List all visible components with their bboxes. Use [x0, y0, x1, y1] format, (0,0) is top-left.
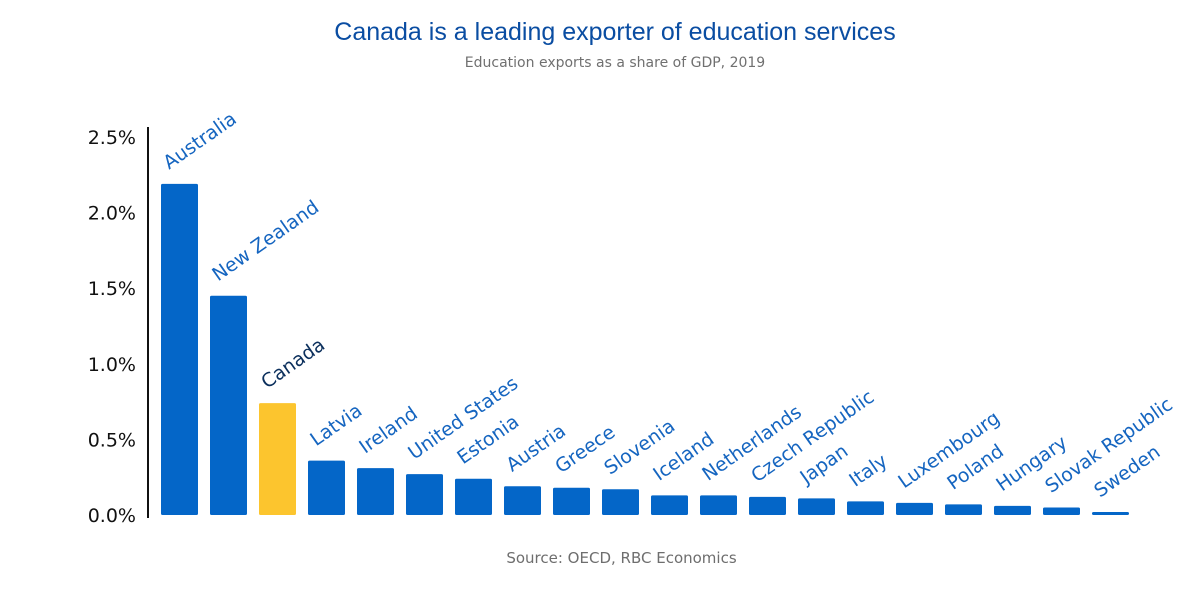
- bar-greece: [553, 487, 590, 515]
- bar-luxembourg: [896, 502, 933, 515]
- y-tick-label: 2.0%: [88, 203, 136, 225]
- bar-canada: [259, 403, 296, 515]
- bar-japan: [798, 498, 835, 515]
- chart-subtitle: Education exports as a share of GDP, 201…: [464, 55, 766, 71]
- y-tick-label: 0.0%: [88, 505, 136, 527]
- bar-iceland: [651, 495, 688, 515]
- bar-hungary: [994, 505, 1031, 515]
- y-tick-label: 2.5%: [88, 127, 136, 149]
- bar-united-states: [406, 474, 443, 515]
- bar-label: Italy: [845, 450, 891, 492]
- bar-sweden: [1092, 511, 1129, 515]
- bar-slovenia: [602, 489, 639, 515]
- bar-estonia: [455, 478, 492, 515]
- bar-ireland: [357, 468, 394, 515]
- chart-source: Source: OECD, RBC Economics: [506, 549, 737, 567]
- chart-title: Canada is a leading exporter of educatio…: [334, 18, 896, 46]
- y-tick-label: 1.5%: [88, 278, 136, 300]
- bar-italy: [847, 501, 884, 515]
- bar-australia: [161, 183, 198, 515]
- bar-label: Australia: [159, 108, 240, 174]
- bar-czech-republic: [749, 496, 786, 515]
- bar-austria: [504, 486, 541, 515]
- y-tick-label: 1.0%: [88, 354, 136, 376]
- bar-label: Canada: [257, 334, 329, 393]
- bar-label: New Zealand: [208, 196, 323, 286]
- bar-netherlands: [700, 495, 737, 515]
- y-tick-label: 0.5%: [88, 429, 136, 451]
- bar-latvia: [308, 460, 345, 515]
- bar-poland: [945, 504, 982, 515]
- bar-new-zealand: [210, 295, 247, 515]
- bar-slovak-republic: [1043, 507, 1080, 515]
